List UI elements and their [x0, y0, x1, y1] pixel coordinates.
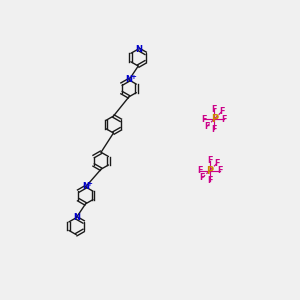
Text: P: P: [211, 114, 218, 124]
Text: F: F: [201, 115, 207, 124]
Text: F: F: [222, 115, 227, 124]
Text: F: F: [212, 105, 217, 114]
Text: F: F: [217, 166, 222, 175]
Text: F: F: [207, 176, 212, 185]
Text: N: N: [125, 75, 133, 84]
Text: F: F: [200, 173, 205, 182]
Text: F: F: [207, 156, 212, 165]
Text: F: F: [214, 159, 220, 168]
Text: F: F: [204, 122, 210, 131]
Text: P: P: [206, 166, 213, 176]
Text: +: +: [130, 74, 136, 80]
Text: N: N: [73, 213, 80, 222]
Text: F: F: [197, 166, 202, 175]
Text: +: +: [86, 181, 92, 187]
Text: N: N: [135, 45, 142, 54]
Text: F: F: [212, 125, 217, 134]
Text: F: F: [219, 107, 224, 116]
Text: N: N: [82, 182, 89, 191]
